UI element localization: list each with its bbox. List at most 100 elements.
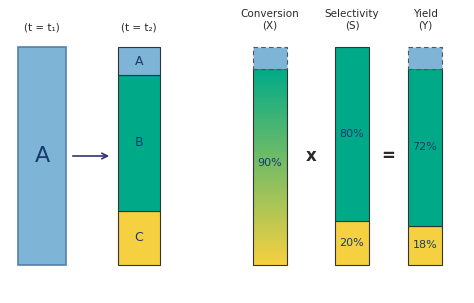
Bar xyxy=(253,249,287,252)
Bar xyxy=(253,184,287,187)
Bar xyxy=(253,133,287,136)
Bar xyxy=(253,263,287,265)
Bar xyxy=(253,256,287,258)
Text: =: = xyxy=(382,147,395,165)
Bar xyxy=(118,211,160,265)
Bar xyxy=(253,182,287,185)
Bar xyxy=(253,207,287,209)
Bar xyxy=(253,261,287,263)
Text: 80%: 80% xyxy=(340,129,365,139)
Bar xyxy=(253,176,287,178)
Bar xyxy=(253,199,287,201)
Bar xyxy=(253,195,287,198)
Bar xyxy=(253,181,287,183)
Bar xyxy=(253,204,287,206)
Bar xyxy=(335,221,369,265)
Bar xyxy=(253,217,287,219)
Bar xyxy=(253,106,287,108)
Bar xyxy=(408,226,442,265)
Bar xyxy=(253,160,287,162)
Bar xyxy=(253,81,287,84)
Bar xyxy=(253,187,287,190)
Bar xyxy=(253,79,287,82)
Bar xyxy=(253,130,287,133)
Bar xyxy=(253,205,287,208)
Bar xyxy=(253,212,287,214)
Bar xyxy=(253,76,287,78)
Bar xyxy=(253,122,287,125)
Bar xyxy=(253,114,287,116)
Bar xyxy=(253,223,287,226)
Bar xyxy=(253,158,287,160)
Bar xyxy=(253,227,287,229)
Bar xyxy=(253,163,287,165)
Bar xyxy=(253,109,287,111)
Bar xyxy=(253,120,287,123)
Bar xyxy=(253,146,287,149)
Bar xyxy=(253,98,287,100)
Bar xyxy=(118,47,160,75)
Bar xyxy=(253,215,287,218)
Bar xyxy=(253,78,287,80)
Bar xyxy=(253,255,287,257)
Bar xyxy=(253,179,287,181)
Bar xyxy=(408,47,442,69)
Text: 18%: 18% xyxy=(413,240,438,250)
Bar xyxy=(253,145,287,147)
Bar xyxy=(253,101,287,103)
Bar xyxy=(253,166,287,168)
Bar xyxy=(253,218,287,221)
Bar xyxy=(253,88,287,90)
Bar xyxy=(253,161,287,164)
Bar xyxy=(253,189,287,191)
Bar xyxy=(253,169,287,172)
Bar xyxy=(253,119,287,121)
Bar xyxy=(253,112,287,115)
Bar xyxy=(253,153,287,155)
Bar xyxy=(253,186,287,188)
Bar xyxy=(253,135,287,138)
Text: (t = t₂): (t = t₂) xyxy=(121,23,157,33)
Text: C: C xyxy=(135,231,143,244)
Bar xyxy=(253,89,287,92)
Bar xyxy=(253,173,287,175)
Bar xyxy=(253,231,287,234)
Bar xyxy=(253,168,287,170)
Bar xyxy=(253,70,287,72)
Bar xyxy=(253,210,287,213)
Bar xyxy=(253,111,287,113)
Bar xyxy=(253,248,287,250)
Text: Conversion
(X): Conversion (X) xyxy=(241,8,300,31)
Bar xyxy=(253,99,287,102)
Bar xyxy=(253,235,287,237)
Bar xyxy=(253,143,287,146)
Bar xyxy=(253,127,287,129)
Bar xyxy=(253,156,287,159)
Bar xyxy=(253,258,287,260)
Bar xyxy=(253,243,287,245)
Bar xyxy=(253,178,287,180)
Bar xyxy=(253,238,287,241)
Bar xyxy=(253,192,287,195)
Text: Selectivity
(S): Selectivity (S) xyxy=(325,8,379,31)
Bar xyxy=(253,94,287,97)
Bar xyxy=(253,233,287,235)
Bar xyxy=(253,142,287,144)
Bar xyxy=(253,47,287,69)
Bar xyxy=(253,251,287,254)
Bar xyxy=(253,230,287,232)
Bar xyxy=(253,138,287,141)
Bar xyxy=(253,148,287,151)
Bar xyxy=(253,125,287,128)
Bar xyxy=(253,225,287,227)
Bar xyxy=(253,128,287,131)
Bar xyxy=(253,69,287,265)
Bar xyxy=(253,202,287,205)
Bar xyxy=(253,245,287,247)
Bar xyxy=(253,73,287,75)
Bar xyxy=(253,246,287,249)
Bar xyxy=(253,83,287,85)
Bar xyxy=(253,102,287,105)
Bar xyxy=(253,152,287,154)
Bar xyxy=(335,47,369,221)
